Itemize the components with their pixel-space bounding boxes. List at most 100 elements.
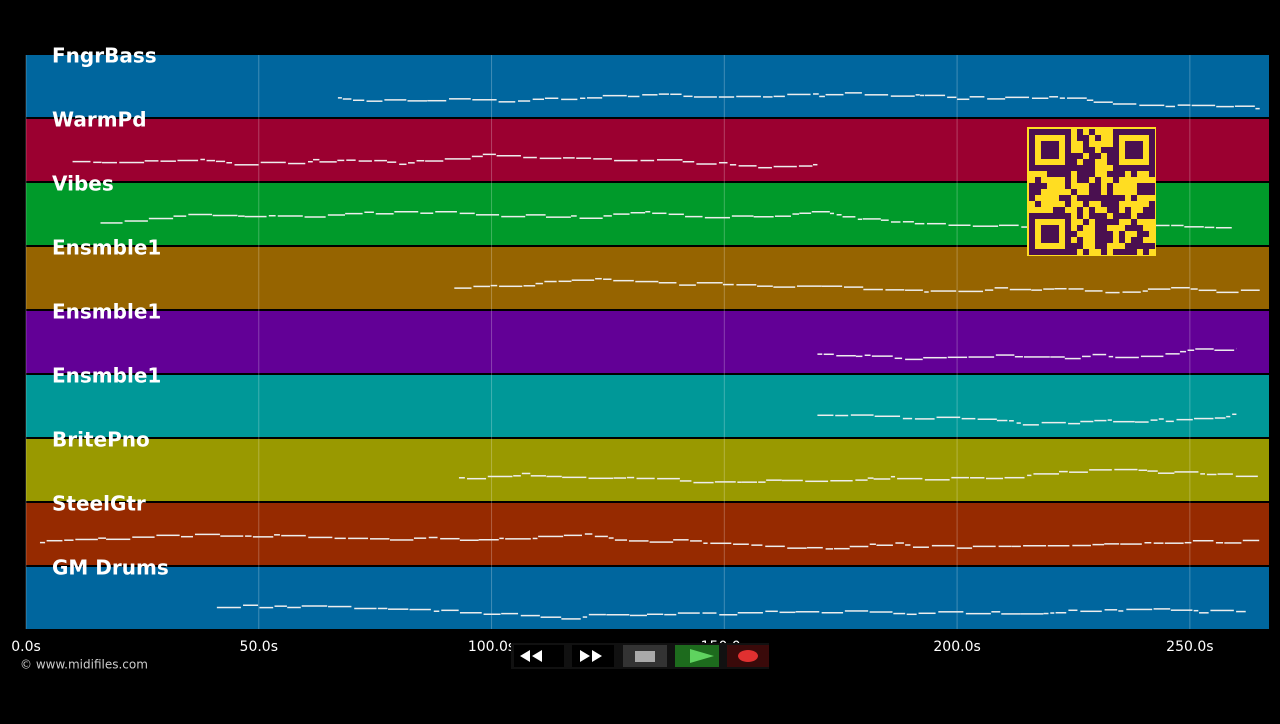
qr-module: [1071, 153, 1077, 159]
note: [664, 614, 676, 616]
qr-module: [1107, 195, 1113, 201]
note: [1049, 96, 1058, 98]
note: [1010, 289, 1031, 291]
qr-module: [1101, 237, 1107, 243]
qr-module: [1077, 129, 1083, 135]
qr-module: [1083, 135, 1089, 141]
note: [719, 96, 734, 98]
qr-module: [1125, 249, 1131, 255]
note: [348, 538, 368, 540]
note: [234, 164, 258, 166]
note: [925, 95, 945, 97]
note: [870, 543, 876, 545]
note: [1144, 542, 1151, 544]
note: [226, 162, 232, 164]
track-name: Ensmble1: [52, 300, 161, 324]
note: [951, 477, 969, 479]
note: [1154, 225, 1170, 227]
note: [394, 211, 418, 213]
note: [1139, 470, 1148, 472]
note: [1214, 349, 1234, 351]
note: [978, 418, 997, 420]
play-button[interactable]: [675, 645, 719, 667]
qr-module: [1077, 237, 1083, 243]
note: [188, 214, 212, 216]
note: [813, 164, 817, 166]
stop-button[interactable]: [623, 645, 667, 667]
note: [75, 539, 97, 541]
note: [1193, 540, 1214, 542]
note: [603, 95, 627, 97]
note: [865, 94, 888, 96]
note: [631, 212, 646, 214]
note: [1241, 289, 1260, 291]
note: [288, 163, 305, 165]
note: [669, 214, 684, 216]
qr-module: [1089, 147, 1095, 153]
note: [903, 221, 914, 223]
qr-module: [1071, 243, 1077, 249]
note: [1151, 419, 1158, 421]
note: [730, 164, 736, 166]
note: [1012, 546, 1021, 548]
qr-module: [1149, 243, 1155, 249]
note: [830, 213, 834, 215]
qr-module: [1041, 225, 1047, 231]
qr-module: [1137, 237, 1143, 243]
note: [274, 534, 280, 536]
note: [328, 606, 351, 608]
qr-module: [1119, 249, 1125, 255]
note: [758, 481, 765, 483]
note: [546, 476, 561, 478]
note: [739, 165, 757, 167]
note: [523, 157, 537, 159]
note: [479, 539, 499, 541]
qr-module: [1101, 249, 1107, 255]
qr-module: [1041, 183, 1047, 189]
note: [736, 284, 756, 286]
qr-module: [1131, 195, 1137, 201]
note: [345, 213, 362, 215]
note: [335, 538, 346, 540]
rewind-button[interactable]: [514, 645, 564, 667]
note: [907, 614, 917, 616]
qr-module: [1065, 129, 1071, 135]
note: [1159, 418, 1164, 420]
note: [1109, 356, 1113, 358]
copyright: © www.midifiles.com: [20, 658, 148, 672]
qr-module: [1047, 231, 1053, 237]
note: [630, 615, 647, 617]
note: [870, 611, 893, 613]
note: [1092, 544, 1104, 546]
note: [483, 154, 496, 156]
note: [1054, 288, 1066, 290]
qr-module: [1047, 129, 1053, 135]
note: [538, 536, 563, 538]
note: [635, 281, 658, 283]
note: [703, 542, 707, 544]
qr-module: [1041, 165, 1047, 171]
note: [970, 96, 985, 98]
record-button[interactable]: [727, 645, 769, 667]
note: [958, 291, 983, 293]
note: [488, 476, 513, 478]
qr-module: [1041, 141, 1047, 147]
note: [652, 213, 666, 215]
note: [1123, 291, 1141, 293]
forward-button[interactable]: [572, 645, 614, 667]
note: [1108, 419, 1112, 421]
note: [679, 284, 696, 286]
note: [640, 160, 654, 162]
note: [145, 160, 159, 162]
note: [125, 220, 148, 222]
note: [1255, 108, 1259, 110]
note: [719, 162, 728, 164]
note: [1210, 610, 1233, 612]
qr-module: [1065, 219, 1071, 225]
qr-module: [1107, 219, 1113, 225]
note: [893, 613, 905, 615]
qr-module: [1029, 225, 1035, 231]
note: [683, 96, 692, 98]
note: [1027, 475, 1031, 477]
note: [593, 158, 612, 160]
